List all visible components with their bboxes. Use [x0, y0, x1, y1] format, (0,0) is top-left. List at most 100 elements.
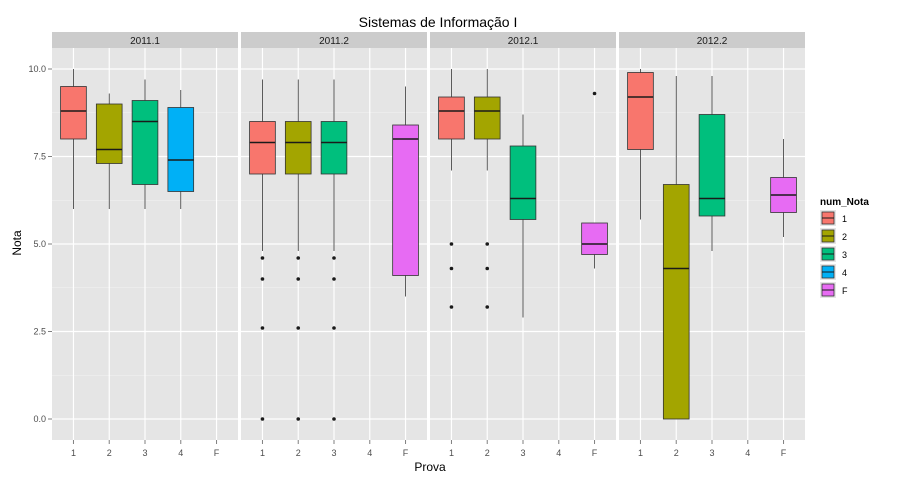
outlier-point [296, 417, 301, 421]
x-tick-label: 4 [556, 448, 561, 458]
boxplot-2012.2-3 [698, 76, 726, 251]
box [284, 121, 312, 175]
x-tick-label: 4 [178, 448, 183, 458]
boxplot-2012.1-3 [509, 114, 537, 318]
boxplot-2011.2-3 [320, 79, 348, 421]
x-tick-label: 4 [745, 448, 750, 458]
x-tick-label: 3 [709, 448, 714, 458]
facet-strip-label: 2012.2 [697, 36, 728, 47]
x-tick-label: 3 [142, 448, 147, 458]
chart-title: Sistemas de Informação I [359, 14, 518, 30]
boxplot-2011.1-4 [167, 90, 195, 209]
boxplot-2011.2-1 [249, 79, 276, 421]
legend-item-label: 4 [842, 268, 847, 278]
boxplot-2012.1-2 [473, 69, 501, 309]
boxplot-2012.2-F [770, 139, 797, 237]
x-tick-label: 3 [331, 448, 336, 458]
x-tick-label: 1 [71, 448, 76, 458]
x-tick-label: F [403, 448, 409, 458]
legend-item: 2 [820, 228, 847, 244]
facet-strip [241, 32, 427, 48]
outlier-point [260, 417, 265, 421]
x-tick-label: 2 [674, 448, 679, 458]
boxplot-2011.1-1 [60, 69, 87, 209]
facet-panel: 2011.1 1 2 3 4 F [52, 32, 238, 458]
legend-item-label: F [842, 286, 848, 296]
boxplot-2011.1-2 [95, 93, 123, 209]
x-tick-label: F [592, 448, 598, 458]
legend: num_Nota 1 2 3 4 F [820, 197, 869, 298]
boxplot-2011.2-F [392, 86, 419, 297]
boxplot-2012.1-F [581, 91, 608, 269]
y-tick-label: 5.0 [33, 239, 46, 249]
facet-strip [430, 32, 616, 48]
x-tick-label: 1 [260, 448, 265, 458]
outlier-point [485, 305, 490, 309]
x-tick-label: 4 [367, 448, 372, 458]
legend-item-label: 1 [842, 214, 847, 224]
boxplot-2012.2-1 [627, 69, 654, 220]
box [60, 86, 87, 140]
outlier-point [332, 417, 336, 421]
x-tick-label: 1 [638, 448, 643, 458]
facet-strip-label: 2011.2 [319, 36, 349, 47]
box [698, 114, 726, 217]
box [581, 222, 608, 255]
outlier-point [296, 326, 301, 330]
facet-panel: 2011.2 1 2 3 4 F [241, 32, 427, 458]
boxplot-2012.2-2 [662, 76, 690, 420]
x-tick-label: 2 [107, 448, 112, 458]
outlier-point [260, 256, 265, 260]
legend-title: num_Nota [820, 197, 869, 208]
facet-strip [52, 32, 238, 48]
box [95, 103, 123, 164]
legend-item-label: 2 [842, 232, 847, 242]
outlier-point [449, 305, 454, 309]
outlier-point [485, 266, 490, 271]
x-axis-label: Prova [414, 460, 446, 474]
facet-panel: 2012.1 1 2 3 4 F [430, 32, 616, 458]
outlier-point [296, 277, 301, 281]
box [249, 121, 276, 175]
box [473, 96, 501, 140]
box [167, 107, 195, 192]
box [438, 96, 465, 140]
y-tick-label: 0.0 [33, 414, 46, 424]
outlier-point [260, 277, 265, 281]
facet-strip [619, 32, 805, 48]
y-tick-label: 7.5 [33, 152, 46, 162]
box [320, 121, 348, 175]
facet-strip-label: 2012.1 [508, 36, 539, 47]
y-axis-label: Nota [10, 230, 24, 256]
boxplot-2012.1-1 [438, 69, 465, 309]
outlier-point [485, 242, 490, 246]
outlier-point [296, 256, 301, 260]
legend-item-label: 3 [842, 250, 847, 260]
facet-panels: 2011.1 1 2 3 4 F 2011.2 1 2 3 4 F 2012.1 1 2 3 4 F 2012.2 1… [28, 32, 805, 458]
box [131, 100, 159, 185]
legend-item: 3 [820, 246, 847, 262]
box [392, 124, 419, 276]
box [627, 72, 654, 150]
y-axis: 0.0 2.5 5.0 7.5 10.0 [28, 64, 52, 424]
outlier-point [332, 326, 336, 330]
y-tick-label: 10.0 [28, 64, 46, 74]
x-tick-label: F [214, 448, 220, 458]
x-tick-label: F [781, 448, 787, 458]
outlier-point [449, 266, 454, 271]
x-tick-label: 3 [520, 448, 525, 458]
box [509, 145, 537, 220]
outlier-point [332, 277, 336, 281]
outlier-point [449, 242, 454, 246]
facet-strip-label: 2011.1 [130, 36, 160, 47]
outlier-point [592, 91, 597, 96]
outlier-point [260, 326, 265, 330]
facet-panel: 2012.2 1 2 3 4 F [619, 32, 805, 458]
box [662, 184, 690, 420]
boxplot-2011.2-2 [284, 79, 312, 421]
y-tick-label: 2.5 [33, 327, 46, 337]
boxplot-2011.1-3 [131, 79, 159, 209]
legend-item: 4 [820, 264, 847, 280]
